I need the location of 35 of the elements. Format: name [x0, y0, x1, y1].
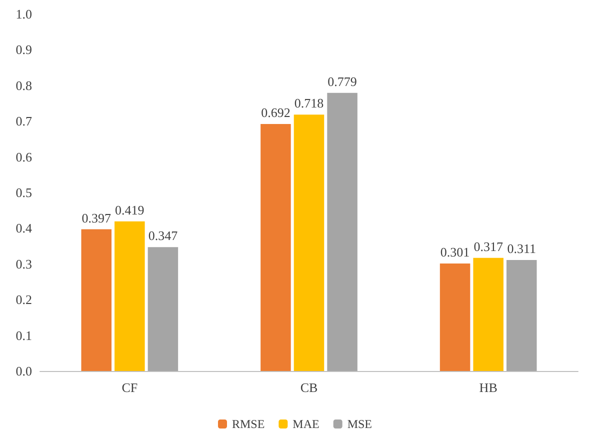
- bar: [294, 114, 324, 371]
- legend-label: MSE: [347, 417, 372, 431]
- y-tick-label: 0.1: [16, 328, 32, 343]
- y-tick-label: 0.7: [16, 114, 32, 129]
- bar: [506, 260, 537, 371]
- y-tick-label: 0.9: [16, 42, 32, 58]
- y-tick-label: 1.0: [16, 6, 32, 22]
- bar: [81, 229, 112, 371]
- bar: [260, 124, 291, 371]
- y-tick-label: 0.6: [16, 149, 32, 164]
- y-tick-label: 0.5: [16, 185, 32, 200]
- data-label: 0.419: [115, 202, 144, 218]
- bar: [473, 258, 504, 371]
- x-tick-label: CB: [300, 380, 318, 395]
- data-label: 0.718: [294, 96, 324, 111]
- data-label: 0.311: [507, 240, 536, 256]
- legend-label: MAE: [292, 417, 320, 431]
- x-tick-label: CF: [122, 380, 138, 395]
- data-label: 0.301: [440, 244, 470, 260]
- data-label: 0.317: [474, 238, 504, 254]
- y-tick-label: 0.4: [16, 220, 32, 236]
- y-tick-label: 0.8: [16, 78, 32, 93]
- y-tick-label: 0.3: [16, 256, 32, 272]
- legend-label: RMSE: [232, 417, 265, 431]
- bar: [440, 264, 470, 371]
- bar: [148, 247, 178, 371]
- data-label: 0.347: [148, 228, 178, 244]
- data-label: 0.692: [261, 104, 290, 120]
- y-tick-label: 0.0: [16, 364, 32, 378]
- data-label: 0.397: [82, 210, 112, 226]
- y-tick-label: 0.2: [16, 292, 32, 308]
- data-label: 0.779: [328, 74, 357, 89]
- x-tick-label: HB: [479, 380, 498, 395]
- bar: [114, 221, 145, 371]
- bar: [327, 92, 358, 371]
